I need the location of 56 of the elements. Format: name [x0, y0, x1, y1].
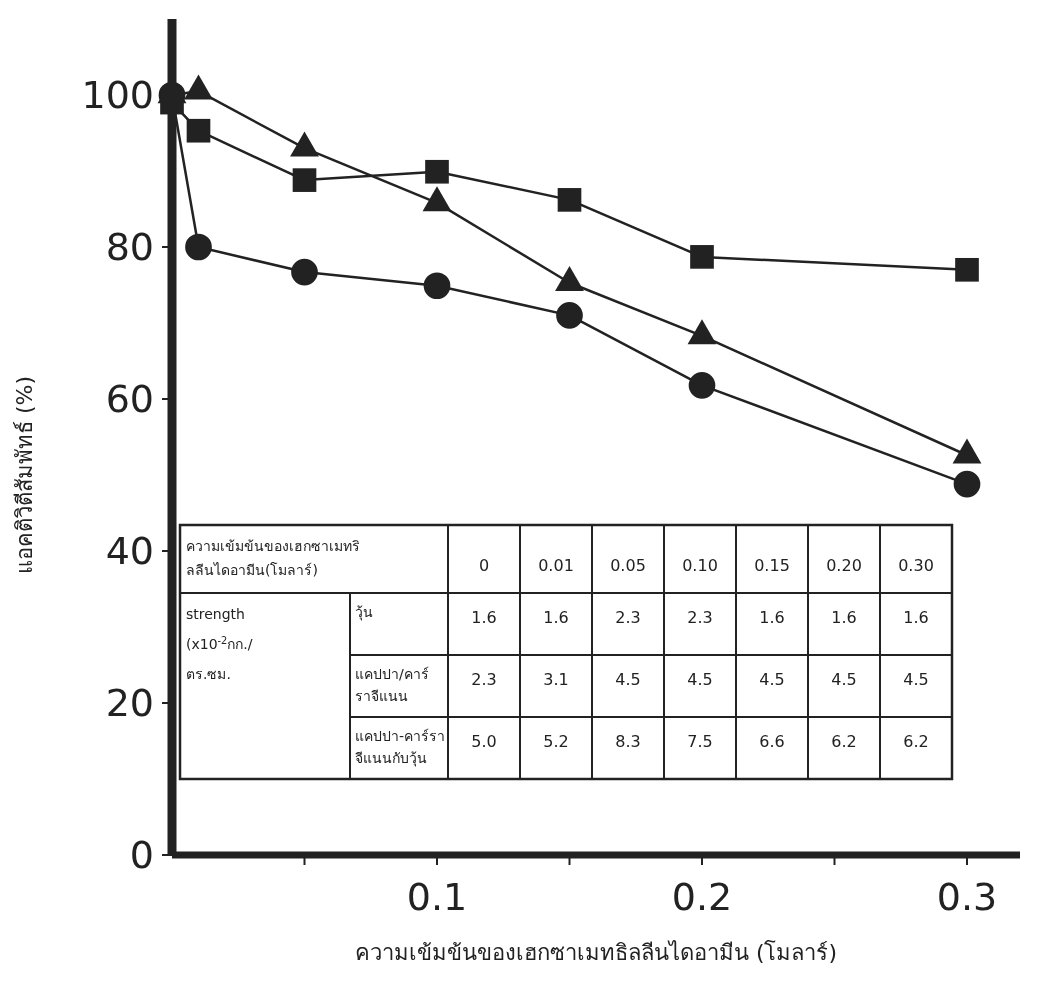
x-tick-label: 0.3	[936, 875, 998, 919]
annotation: แคปปา/คาร์ราจีแนน	[355, 666, 429, 704]
y-tick-label: 0	[129, 833, 154, 878]
annotation: 4.5	[615, 670, 641, 689]
annotation: ความเข้มข้นของเฮกซาเมทริลลีนไดอามีน(โมลาร์)	[186, 538, 360, 578]
point	[185, 233, 212, 261]
x-tick-label: 0.1	[406, 875, 468, 919]
point	[556, 302, 583, 329]
annotation: 5.2	[543, 732, 569, 751]
annotation: 1.6	[471, 608, 497, 627]
annotation: 1.6	[759, 608, 785, 627]
point	[953, 470, 981, 498]
annotation: 2.3	[615, 608, 641, 627]
annotation: 1.6	[903, 608, 929, 627]
point	[292, 168, 317, 192]
y-tick-label: 80	[105, 225, 154, 270]
annotation: 0.01	[538, 556, 574, 575]
y-tick-label: 100	[81, 73, 154, 118]
annotation: 1.6	[831, 608, 857, 627]
annotation: วุ้น	[355, 604, 373, 621]
annotation: 1.6	[543, 608, 569, 627]
annotation: 4.5	[687, 670, 713, 689]
point	[186, 118, 211, 143]
y-tick-label: 40	[105, 529, 154, 574]
annotation: 4.5	[903, 670, 929, 689]
annotation: 0.20	[826, 556, 862, 575]
annotation: 6.2	[903, 732, 929, 751]
annotation: 3.1	[543, 670, 569, 689]
annotation: 4.5	[759, 670, 785, 689]
point	[955, 257, 979, 282]
point	[557, 188, 582, 212]
point	[688, 372, 716, 399]
annotation: 0.05	[610, 556, 646, 575]
annotation: 0.15	[754, 556, 790, 575]
point	[690, 245, 714, 269]
annotation: 6.6	[759, 732, 785, 751]
annotation: strength (x10$^{-2}$กก./ตร.ซม.	[186, 606, 253, 682]
annotation: 8.3	[615, 732, 641, 751]
annotation: 0.10	[682, 556, 718, 575]
annotation: 5.0	[471, 732, 497, 751]
annotation: 6.2	[831, 732, 857, 751]
x-tick-label: 0.2	[671, 875, 733, 919]
y-axis-title: แอคติวิตีสัมพัทธ์ (%)	[12, 375, 37, 575]
annotation: 2.3	[687, 608, 713, 627]
annotation: แคปปา-คาร์ราจีแนนกับวุ้น	[355, 728, 446, 767]
annotation: 2.3	[471, 670, 497, 689]
annotation: 7.5	[687, 732, 713, 751]
point	[291, 258, 318, 286]
x-axis-title: ความเข้มข้นของเฮกซาเมทธิลลีนไดอามีน (โมลาร์)	[354, 940, 838, 965]
y-tick-label: 60	[105, 377, 154, 422]
y-tick-label: 20	[105, 681, 154, 726]
annotation: 0	[478, 556, 490, 575]
point	[423, 272, 451, 300]
annotation: 4.5	[831, 670, 857, 689]
point	[425, 159, 449, 184]
annotation: 0.30	[898, 556, 934, 575]
